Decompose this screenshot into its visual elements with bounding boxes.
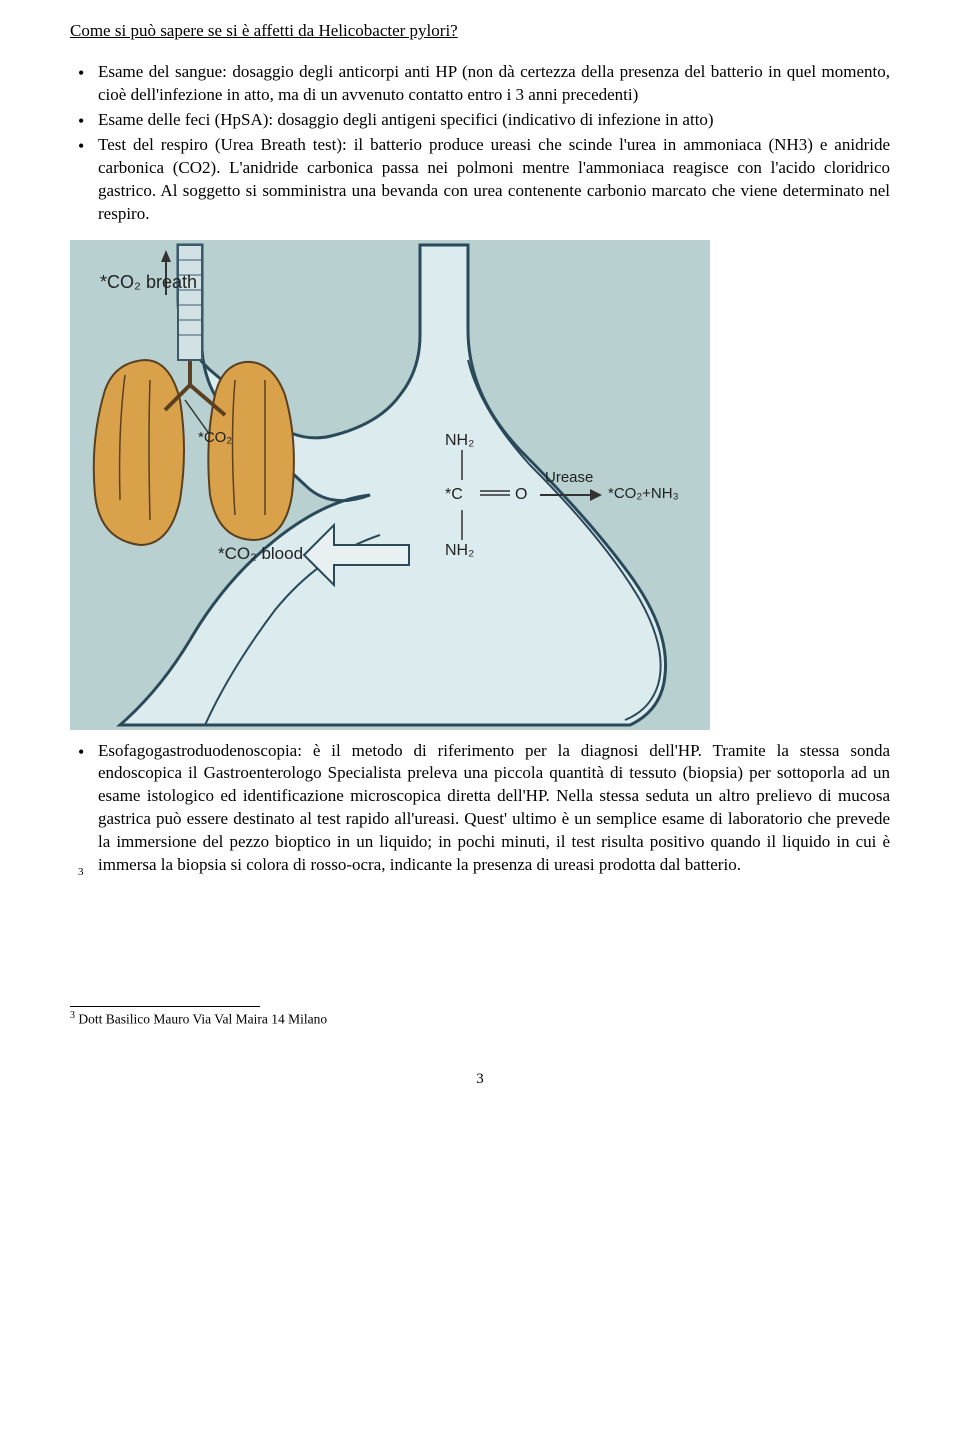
list-item: Esofagogastroduodenoscopia: è il metodo … (98, 740, 890, 878)
diagram-label: *CO₂ (198, 428, 232, 448)
footnote-text: Dott Basilico Mauro Via Val Maira 14 Mil… (75, 1012, 327, 1027)
page-number: 3 (70, 1069, 890, 1089)
diagram-label: Urease (545, 468, 593, 488)
diagram-label: NH₂ (445, 540, 474, 562)
list-item: Esame delle feci (HpSA): dosaggio degli … (98, 109, 890, 132)
diagram-label: O (515, 484, 527, 506)
diagram-label: *C (445, 484, 463, 506)
breath-test-diagram: *CO₂ breath *CO₂ *CO₂ blood NH₂ *C O Ure… (70, 240, 890, 730)
diagram-label: *CO₂ blood (218, 543, 303, 566)
list-item: Esame del sangue: dosaggio degli anticor… (98, 61, 890, 107)
list-item: Test del respiro (Urea Breath test): il … (98, 134, 890, 226)
diagram-label: *CO₂ breath (100, 270, 197, 294)
page-title: Come si può sapere se si è affetti da He… (70, 20, 890, 43)
footnote: 3 Dott Basilico Mauro Via Val Maira 14 M… (70, 1009, 890, 1029)
list-item-text: Esofagogastroduodenoscopia: è il metodo … (98, 741, 890, 875)
footnote-ref: 3 (78, 866, 90, 878)
diagram-label: *CO₂+NH₃ (608, 484, 679, 504)
bullet-list-1: Esame del sangue: dosaggio degli anticor… (70, 61, 890, 226)
footnote-divider (70, 1006, 260, 1007)
bullet-list-2: Esofagogastroduodenoscopia: è il metodo … (70, 740, 890, 878)
diagram-label: NH₂ (445, 430, 474, 452)
